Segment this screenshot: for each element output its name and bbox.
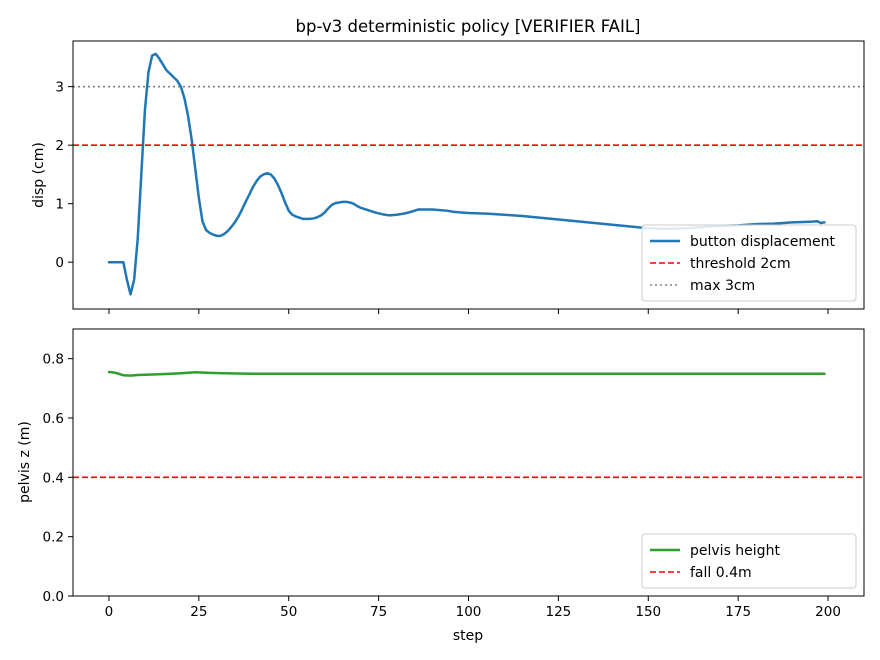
displacement-subplot: bp-v3 deterministic policy [VERIFIER FAI… bbox=[31, 17, 865, 314]
x-tick-label: 175 bbox=[725, 604, 751, 620]
bottom-axes-frame bbox=[72, 328, 865, 597]
legend-label: pelvis height bbox=[690, 543, 780, 559]
pelvis-subplot: pelvis z (m) step 0 25 50 75 100 125 150 175 200… bbox=[17, 328, 865, 644]
legend-label: max 3cm bbox=[690, 278, 755, 294]
y-tick-label: 2 bbox=[55, 138, 64, 154]
legend-box bbox=[641, 533, 857, 589]
bottom-tick-layer: 0 25 50 75 100 125 150 175 200 0.0 0.2 0.4 0.6 0.8 bbox=[43, 352, 841, 620]
top-axes-frame bbox=[72, 40, 865, 310]
top-series-layer bbox=[73, 52, 864, 296]
y-tick-label: 0 bbox=[55, 255, 64, 271]
x-tick-label: 0 bbox=[105, 604, 114, 620]
series-line bbox=[107, 370, 826, 377]
top-tick-layer: 0 1 2 3 bbox=[55, 80, 829, 314]
x-tick-label: 50 bbox=[280, 604, 297, 620]
y-tick-label: 0.8 bbox=[43, 352, 64, 368]
top-legend: button displacement threshold 2cm max 3cm bbox=[641, 224, 857, 302]
legend-box bbox=[641, 224, 857, 302]
x-tick-label: 100 bbox=[456, 604, 482, 620]
legend-label: threshold 2cm bbox=[690, 256, 791, 272]
y-tick-label: 0.4 bbox=[43, 470, 64, 486]
x-tick-label: 75 bbox=[370, 604, 387, 620]
x-axis-label: step bbox=[453, 628, 483, 644]
legend-label: fall 0.4m bbox=[690, 565, 752, 581]
y-tick-label: 0.2 bbox=[43, 530, 64, 546]
x-tick-label: 125 bbox=[545, 604, 571, 620]
bottom-y-axis-label: pelvis z (m) bbox=[17, 421, 33, 503]
x-tick-label: 200 bbox=[815, 604, 841, 620]
top-y-axis-label: disp (cm) bbox=[31, 142, 47, 208]
y-tick-label: 1 bbox=[55, 197, 64, 213]
bottom-legend: pelvis height fall 0.4m bbox=[641, 533, 857, 589]
y-tick-label: 0.6 bbox=[43, 411, 64, 427]
y-tick-label: 3 bbox=[55, 80, 64, 96]
x-tick-label: 25 bbox=[190, 604, 207, 620]
y-tick-label: 0.0 bbox=[43, 589, 64, 605]
legend-label: button displacement bbox=[690, 234, 835, 250]
x-tick-label: 150 bbox=[635, 604, 661, 620]
bottom-series-layer bbox=[73, 370, 864, 479]
chart-title: bp-v3 deterministic policy [VERIFIER FAI… bbox=[296, 17, 641, 36]
series-line bbox=[107, 52, 826, 296]
